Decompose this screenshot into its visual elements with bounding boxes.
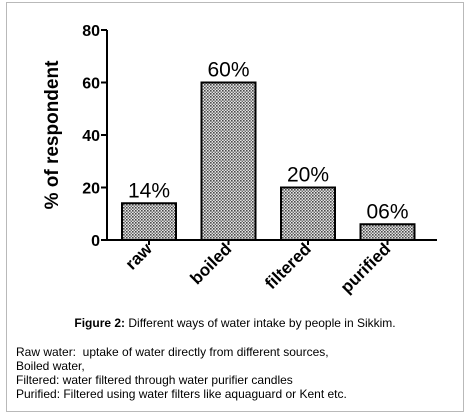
bar: [359, 223, 416, 241]
bar: [280, 186, 336, 241]
caption-lead: Figure 2:: [74, 316, 126, 330]
plot-area: 0 20 40 60 80 % of respondent 14% raw 60% boiled 2…: [42, 23, 437, 297]
data-label: 14%: [128, 179, 170, 202]
category-label: boiled: [186, 239, 235, 288]
note-line: Purified: Filtered using water filters l…: [16, 387, 347, 401]
category-label: raw: [122, 239, 157, 274]
figure-notes: Raw water: uptake of water directly from…: [16, 345, 347, 401]
caption-text: Different ways of water intake by people…: [125, 316, 396, 330]
category-label: filtered: [261, 239, 315, 293]
data-label: 20%: [287, 164, 329, 187]
y-tick-label: 80: [82, 23, 100, 40]
y-tick-label: 20: [82, 181, 100, 198]
y-tick-label: 40: [82, 128, 100, 145]
note-line: Raw water: uptake of water directly from…: [16, 345, 329, 359]
note-line: Boiled water,: [16, 359, 85, 373]
y-axis-title: % of respondent: [42, 60, 63, 210]
data-label: 06%: [366, 200, 408, 223]
y-tick-label: 60: [82, 76, 100, 93]
figure-caption: Figure 2: Different ways of water intake…: [0, 316, 470, 330]
bar-chart: 0 20 40 60 80 % of respondent 14% raw 60% boiled 2…: [42, 23, 437, 297]
data-label: 60%: [207, 59, 249, 82]
y-tick-label: 0: [91, 233, 100, 250]
category-label: purified: [337, 239, 395, 297]
bar: [121, 202, 177, 241]
bar: [200, 81, 257, 241]
note-line: Filtered: water filtered through water p…: [16, 373, 293, 387]
